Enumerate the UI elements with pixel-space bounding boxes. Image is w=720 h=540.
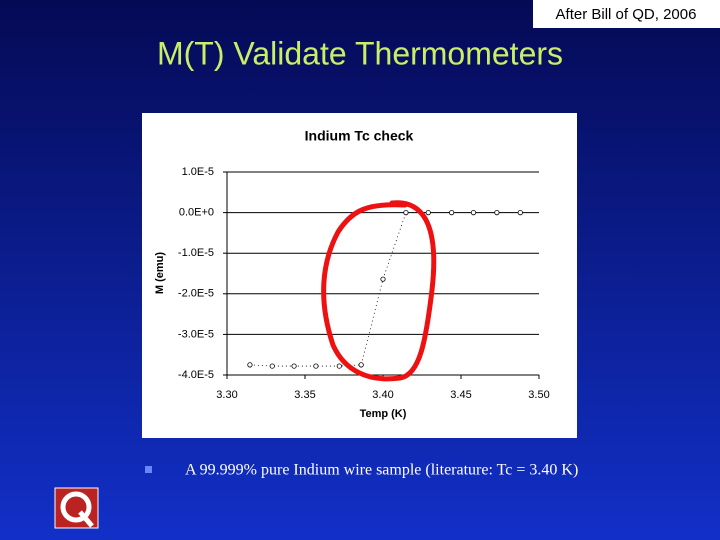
chart-area: [142, 113, 577, 438]
y-tick-label: 0.0E+0: [179, 207, 214, 219]
bullet-text: A 99.999% pure Indium wire sample (liter…: [185, 462, 578, 479]
point: [517, 210, 523, 216]
point: [494, 210, 500, 216]
x-tick-label: 3.40: [372, 389, 393, 401]
slide-title: M(T) Validate Thermometers: [157, 35, 563, 71]
point: [313, 363, 319, 369]
point: [291, 363, 297, 369]
point: [358, 362, 364, 368]
point: [269, 363, 275, 369]
point: [336, 363, 342, 369]
point: [247, 362, 253, 368]
logo: [54, 487, 99, 529]
y-tick-label: 1.0E-5: [182, 166, 214, 178]
x-tick-label: 3.35: [294, 389, 315, 401]
y-tick-label: -3.0E-5: [178, 328, 214, 340]
point: [449, 210, 455, 216]
logo-q-tail: [78, 510, 94, 528]
point: [470, 210, 477, 216]
plot: 1.0E-5 0.0E+0 -1.0E-5 -2.0E-5 -3.0E-5 -4.0E-5…: [178, 166, 550, 401]
logo-q: [60, 491, 92, 523]
x-tick-label: 3.50: [528, 389, 549, 401]
point: [403, 210, 409, 216]
chart-title: Indium Tc check: [305, 128, 414, 144]
point: [380, 276, 386, 282]
x-tick-label: 3.30: [216, 389, 237, 401]
y-tick-label: -2.0E-5: [178, 288, 214, 300]
credit: After Bill of QD, 2006: [556, 6, 697, 23]
bullet-marker: [145, 466, 152, 473]
y-tick-label: -4.0E-5: [178, 369, 214, 381]
x-axis-title: Temp (K): [360, 408, 407, 420]
y-tick-label: -1.0E-5: [178, 247, 214, 259]
x-tick-label: 3.45: [450, 389, 471, 401]
annotation-circle: [321, 200, 437, 382]
point: [425, 210, 431, 216]
y-axis-title: M (emu): [154, 252, 166, 295]
credit-box: [533, 0, 720, 28]
